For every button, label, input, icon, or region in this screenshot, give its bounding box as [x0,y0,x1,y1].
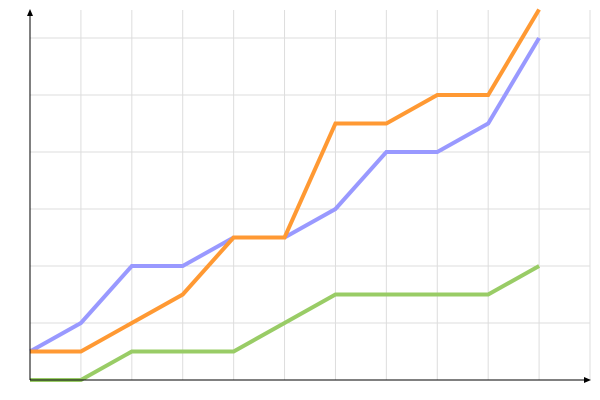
series-line-3 [30,264,541,382]
series-line-2 [30,8,541,354]
grid [30,10,591,380]
x-axis-arrow-icon [584,377,591,383]
y-axis-arrow-icon [27,9,33,16]
series-group [29,8,541,382]
axes [27,9,591,383]
